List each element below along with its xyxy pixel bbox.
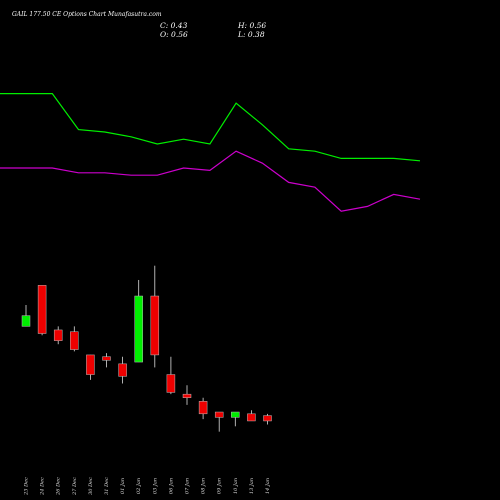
x-tick-label: 13 Jan: [249, 478, 255, 494]
x-axis-ticks: 23 Dec 24 Dec 26 Dec 27 Dec 30 Dec 31 Dec 01 J…: [24, 477, 272, 496]
candle-body: [86, 354, 95, 375]
x-tick-label: 01 Jan: [120, 478, 126, 494]
x-tick-label: 14 Jan: [265, 478, 271, 494]
candle-0: [21, 304, 31, 327]
x-tick-label: 26 Dec: [56, 477, 62, 496]
candle-14: [247, 410, 256, 422]
candle-body: [53, 329, 63, 341]
candle-13: [231, 411, 240, 427]
candle-10: [182, 385, 192, 405]
candle-body: [231, 411, 240, 418]
candle-3: [70, 326, 79, 352]
candle-5: [102, 353, 111, 368]
x-tick-label: 09 Jan: [217, 478, 223, 494]
candle-body: [118, 363, 127, 377]
candle-2: [53, 326, 63, 345]
candle-4: [86, 354, 95, 380]
candle-15: [263, 413, 272, 425]
candle-body: [247, 413, 256, 422]
candle-6: [118, 356, 127, 384]
x-tick-label: 24 Dec: [40, 477, 46, 496]
candle-body: [37, 285, 47, 334]
candle-1: [37, 285, 47, 336]
candle-body: [182, 393, 192, 399]
candle-8: [150, 265, 160, 368]
candle-7: [134, 279, 143, 363]
x-tick-label: 07 Jan: [185, 478, 191, 494]
candle-body: [21, 315, 31, 327]
indicator-line-lower: [0, 150, 421, 212]
x-tick-label: 03 Jan: [152, 478, 158, 494]
candle-body: [166, 374, 176, 393]
x-tick-label: 10 Jan: [233, 478, 239, 494]
candle-body: [198, 401, 208, 415]
x-tick-label: 08 Jan: [201, 478, 207, 494]
x-tick-label: 27 Dec: [72, 477, 78, 496]
chart-title: GAIL 177.50 CE Options Chart Munafasutra…: [12, 11, 162, 18]
candle-body: [70, 331, 79, 350]
indicator-lines: [0, 92, 421, 212]
candle-body: [150, 295, 160, 356]
high-value: H: 0.56: [238, 21, 267, 30]
candles: [21, 265, 272, 432]
candle-11: [198, 397, 208, 420]
x-tick-label: 31 Dec: [104, 477, 110, 495]
x-tick-label: 06 Jan: [168, 478, 174, 494]
candle-9: [166, 356, 176, 395]
candle-12: [214, 411, 224, 432]
x-tick-label: 30 Dec: [88, 477, 94, 495]
candle-body: [263, 415, 272, 422]
indicator-line-upper: [0, 92, 421, 162]
candle-body: [214, 411, 224, 418]
close-value: C: 0.43: [160, 21, 188, 30]
candle-body: [102, 356, 111, 361]
x-tick-label: 23 Dec: [24, 477, 30, 496]
x-tick-label: 02 Jan: [136, 478, 142, 494]
open-value: O: 0.56: [160, 30, 188, 39]
candle-body: [134, 295, 143, 363]
low-value: L: 0.38: [238, 30, 265, 39]
